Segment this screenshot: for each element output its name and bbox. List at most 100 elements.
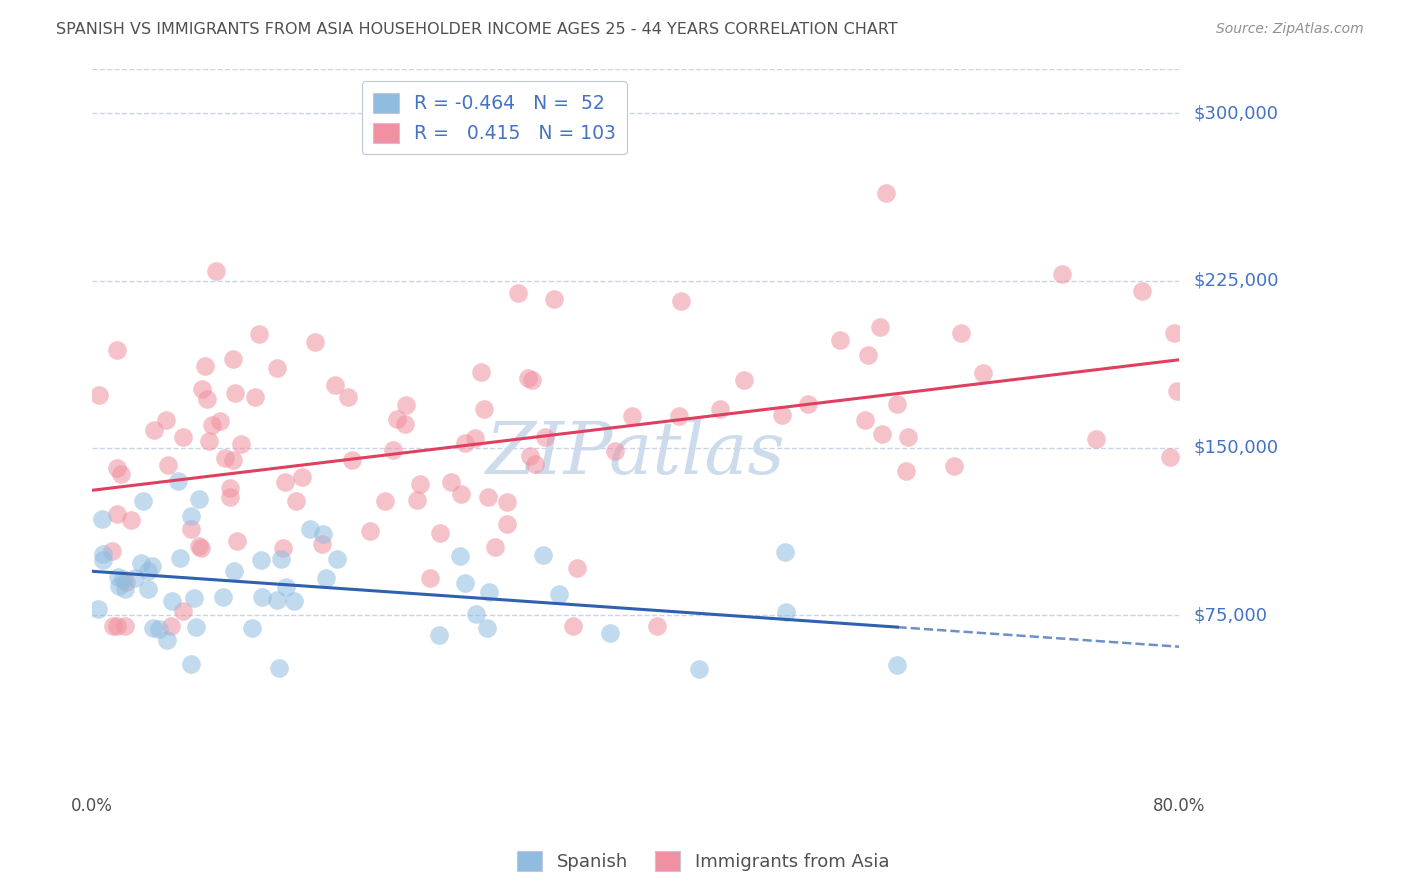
Point bbox=[1159, 450, 1181, 464]
Point bbox=[226, 533, 249, 548]
Point bbox=[429, 526, 451, 541]
Point bbox=[183, 591, 205, 605]
Point bbox=[645, 619, 668, 633]
Point bbox=[562, 619, 585, 633]
Point bbox=[449, 549, 471, 563]
Point bbox=[247, 326, 270, 341]
Point bbox=[249, 553, 271, 567]
Point bbox=[184, 620, 207, 634]
Point bbox=[450, 487, 472, 501]
Point bbox=[394, 417, 416, 431]
Point bbox=[114, 619, 136, 633]
Point bbox=[496, 516, 519, 531]
Point bbox=[531, 548, 554, 562]
Point bbox=[688, 662, 710, 676]
Point bbox=[197, 392, 219, 407]
Point bbox=[523, 458, 546, 472]
Point bbox=[496, 495, 519, 509]
Point bbox=[250, 591, 273, 605]
Point bbox=[406, 492, 429, 507]
Point bbox=[172, 605, 194, 619]
Point bbox=[245, 390, 267, 404]
Point bbox=[224, 565, 246, 579]
Point bbox=[187, 491, 209, 506]
Point bbox=[359, 524, 381, 539]
Point bbox=[222, 453, 245, 467]
Point bbox=[733, 373, 755, 387]
Point bbox=[191, 382, 214, 396]
Point bbox=[311, 537, 333, 551]
Point bbox=[395, 398, 418, 412]
Point bbox=[409, 476, 432, 491]
Point bbox=[668, 409, 690, 423]
Point bbox=[180, 657, 202, 671]
Point bbox=[222, 351, 245, 366]
Point bbox=[219, 482, 242, 496]
Point bbox=[120, 513, 142, 527]
Point bbox=[477, 491, 499, 505]
Point bbox=[91, 547, 114, 561]
Point bbox=[107, 569, 129, 583]
Point bbox=[201, 417, 224, 432]
Point bbox=[131, 557, 153, 571]
Point bbox=[160, 594, 183, 608]
Point bbox=[180, 522, 202, 536]
Text: $225,000: $225,000 bbox=[1194, 271, 1278, 290]
Point bbox=[567, 561, 589, 575]
Point bbox=[548, 587, 571, 601]
Point bbox=[166, 475, 188, 489]
Point bbox=[90, 511, 112, 525]
Point bbox=[315, 571, 337, 585]
Legend: R = -0.464   N =  52, R =   0.415   N = 103: R = -0.464 N = 52, R = 0.415 N = 103 bbox=[361, 81, 627, 154]
Point bbox=[478, 584, 501, 599]
Point bbox=[1163, 326, 1185, 340]
Point bbox=[603, 443, 626, 458]
Point bbox=[180, 508, 202, 523]
Point bbox=[796, 397, 818, 411]
Point bbox=[276, 580, 298, 594]
Point bbox=[89, 388, 111, 402]
Point bbox=[870, 427, 893, 442]
Point bbox=[270, 552, 292, 566]
Point bbox=[949, 326, 972, 340]
Point bbox=[142, 621, 165, 635]
Text: $75,000: $75,000 bbox=[1194, 607, 1267, 624]
Point bbox=[240, 621, 263, 635]
Point bbox=[506, 285, 529, 300]
Point bbox=[266, 593, 288, 607]
Point bbox=[224, 386, 246, 401]
Point bbox=[419, 571, 441, 585]
Point bbox=[470, 365, 492, 379]
Point bbox=[1050, 267, 1073, 281]
Point bbox=[770, 408, 793, 422]
Point bbox=[337, 390, 360, 404]
Point bbox=[875, 186, 897, 200]
Point bbox=[453, 576, 475, 591]
Point bbox=[284, 494, 307, 508]
Point bbox=[156, 633, 179, 648]
Point bbox=[160, 619, 183, 633]
Point bbox=[464, 432, 486, 446]
Point bbox=[621, 409, 644, 423]
Text: Source: ZipAtlas.com: Source: ZipAtlas.com bbox=[1216, 22, 1364, 37]
Point bbox=[342, 453, 364, 467]
Point bbox=[427, 628, 450, 642]
Point bbox=[211, 590, 233, 604]
Point bbox=[110, 467, 132, 482]
Point bbox=[869, 319, 891, 334]
Point bbox=[517, 371, 540, 385]
Point bbox=[91, 552, 114, 566]
Point bbox=[886, 396, 908, 410]
Point bbox=[440, 475, 463, 489]
Point bbox=[1166, 384, 1188, 398]
Point bbox=[107, 619, 129, 633]
Point bbox=[274, 475, 297, 490]
Point bbox=[114, 575, 136, 590]
Point bbox=[381, 442, 404, 457]
Point bbox=[114, 582, 136, 597]
Text: $300,000: $300,000 bbox=[1194, 104, 1278, 122]
Point bbox=[132, 494, 155, 508]
Point bbox=[709, 401, 731, 416]
Point bbox=[472, 402, 495, 417]
Point bbox=[214, 450, 236, 465]
